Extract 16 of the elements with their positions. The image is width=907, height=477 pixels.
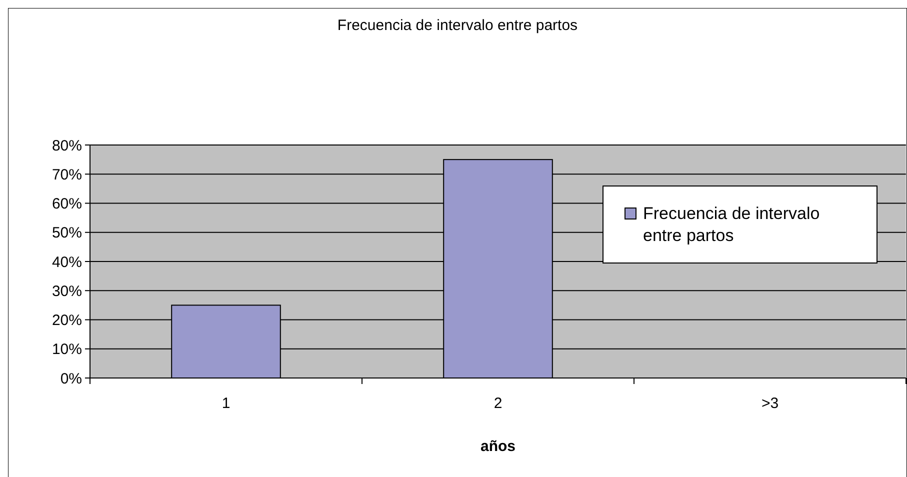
y-tick-label: 0% — [60, 370, 82, 388]
x-axis-title: años — [480, 438, 516, 455]
x-tick-label: >3 — [761, 395, 779, 412]
y-tick-label: 50% — [52, 224, 82, 242]
x-tick-label: 2 — [494, 395, 502, 412]
legend-label: Frecuencia de intervalo entre partos — [643, 204, 820, 245]
y-tick-label: 60% — [52, 196, 82, 212]
y-tick-label: 70% — [52, 166, 82, 184]
y-tick-label: 10% — [52, 341, 82, 358]
legend: Frecuencia de intervalo entre partos — [602, 186, 878, 264]
y-tick-label: 40% — [52, 254, 82, 271]
chart-title: Frecuencia de intervalo entre partos — [337, 17, 578, 34]
y-tick-label: 80% — [52, 137, 82, 154]
x-tick-label: 1 — [222, 395, 230, 412]
y-tick-label: 20% — [52, 312, 82, 329]
y-tick-label: 30% — [52, 282, 82, 300]
